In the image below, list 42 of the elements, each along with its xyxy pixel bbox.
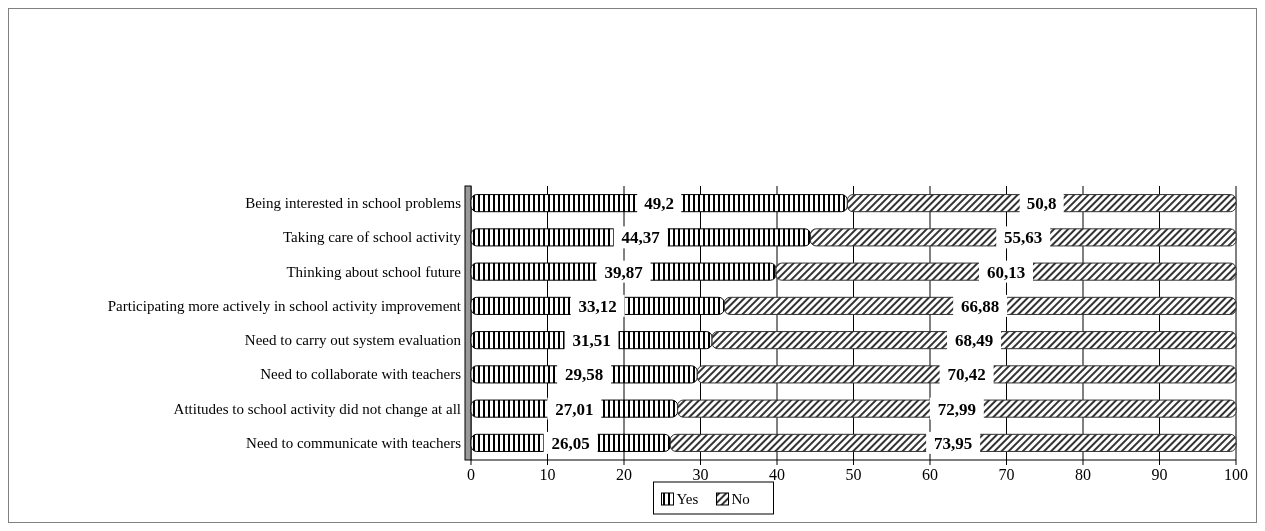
data-label: 68,49	[954, 331, 994, 351]
y-tick-label: Participating more actively in school activity improvement	[107, 297, 462, 314]
bar	[775, 262, 1237, 281]
y-tick-label: Need to communicate with teachers	[246, 434, 462, 451]
x-tick-label: 50	[845, 466, 862, 483]
bar	[809, 228, 1237, 247]
data-label: 49,2	[644, 194, 675, 214]
bar	[696, 365, 1237, 384]
y-tick-label: Need to collaborate with teachers	[260, 366, 462, 383]
data-label: 27,01	[555, 399, 594, 419]
data-label: 66,88	[961, 296, 1000, 316]
data-label: 70,42	[947, 365, 986, 385]
data-label: 60,13	[986, 262, 1026, 282]
data-label: 39,87	[604, 262, 644, 282]
x-tick-label: 0	[467, 466, 475, 483]
x-tick-label: 100	[1224, 466, 1248, 483]
data-label: 73,95	[934, 433, 973, 453]
x-tick-label: 90	[1151, 466, 1168, 483]
y-tick-label: Taking care of school activity	[282, 229, 462, 246]
x-tick-label: 40	[769, 466, 785, 483]
data-label: 26,05	[551, 433, 590, 453]
x-tick-label: 80	[1075, 466, 1091, 483]
data-label: 44,37	[621, 228, 661, 248]
x-tick-label: 70	[998, 466, 1015, 483]
x-tick-label: 10	[539, 466, 556, 483]
y-tick-label: Need to carry out system evaluation	[244, 332, 462, 349]
y-tick-label: Being interested in school problems	[245, 195, 462, 212]
legend-label: No	[731, 491, 750, 507]
y-tick-label: Thinking about school future	[286, 263, 462, 280]
x-tick-label: 20	[616, 466, 632, 483]
data-label: 55,63	[1004, 228, 1043, 248]
bar	[677, 399, 1237, 418]
data-label: 72,99	[937, 399, 976, 419]
data-label: 31,51	[572, 331, 611, 351]
y-tick-label: Attitudes to school activity did not change at all	[173, 400, 461, 417]
x-tick-label: 60	[922, 466, 938, 483]
data-label: 29,58	[565, 365, 604, 385]
data-label: 50,8	[1026, 194, 1057, 214]
x-tick-label: 30	[692, 466, 709, 483]
data-label: 33,12	[578, 296, 617, 316]
legend-label: Yes	[676, 491, 699, 507]
bar	[669, 433, 1237, 452]
